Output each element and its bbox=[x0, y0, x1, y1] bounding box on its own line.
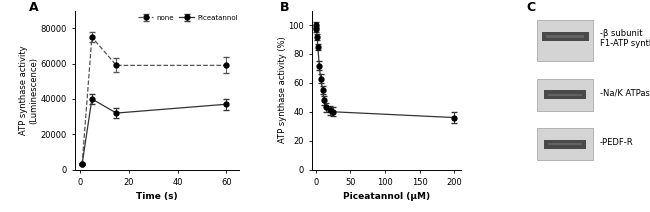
Bar bbox=[548, 143, 582, 145]
Bar bbox=[544, 140, 586, 149]
X-axis label: Time (s): Time (s) bbox=[136, 192, 177, 201]
Text: B: B bbox=[280, 1, 289, 14]
Text: C: C bbox=[526, 1, 535, 14]
Bar bbox=[548, 93, 582, 96]
Y-axis label: ATP synthase activity (%): ATP synthase activity (%) bbox=[278, 37, 287, 144]
Text: A: A bbox=[29, 1, 38, 14]
Bar bbox=[547, 35, 584, 38]
Legend: none, Piceatannol: none, Piceatannol bbox=[137, 14, 239, 21]
Text: -Na/K ATPase: -Na/K ATPase bbox=[600, 89, 650, 98]
Bar bbox=[541, 32, 589, 41]
Y-axis label: ATP synthase activity
(Luminescence): ATP synthase activity (Luminescence) bbox=[20, 45, 38, 135]
Bar bbox=[537, 20, 593, 61]
Text: -β subunit
F1-ATP synthase: -β subunit F1-ATP synthase bbox=[600, 29, 650, 49]
Bar bbox=[544, 91, 586, 99]
Bar bbox=[537, 128, 593, 160]
X-axis label: Piceatannol (μM): Piceatannol (μM) bbox=[343, 192, 430, 201]
Bar bbox=[537, 79, 593, 111]
Text: -PEDF-R: -PEDF-R bbox=[600, 138, 634, 147]
